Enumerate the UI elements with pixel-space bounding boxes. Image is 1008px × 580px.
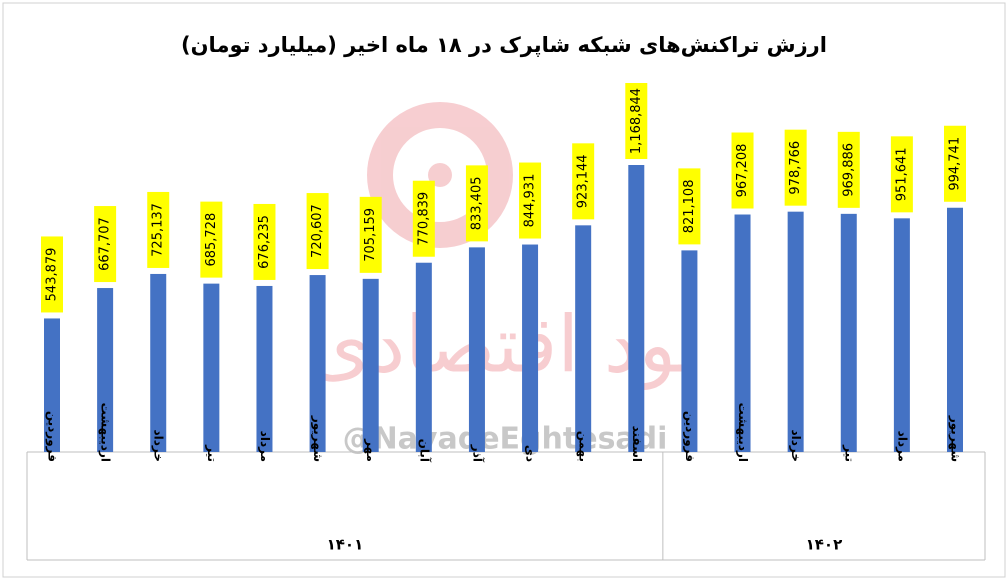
bar [150, 273, 167, 452]
bar [362, 278, 379, 452]
bar [97, 288, 114, 452]
value-label: 667,707 [98, 217, 113, 271]
value-label-bg [41, 236, 63, 313]
x-tick-label: اسفند [630, 426, 644, 462]
value-label: 951,641 [894, 147, 909, 201]
value-label-bg [890, 136, 913, 213]
value-label-bg [837, 131, 860, 208]
x-tick-label: فروردین [45, 411, 60, 462]
value-label: 967,208 [735, 144, 750, 198]
chart-title: ارزش تراکنش‌های شبکه شاپرک در ۱۸ ماه اخی… [181, 33, 827, 57]
value-label: 821,108 [682, 180, 697, 234]
bar [947, 207, 963, 452]
x-tick-label: اردیبهشت [99, 403, 113, 462]
bar [468, 247, 485, 452]
x-tick-label: خرداد [789, 429, 803, 462]
value-label: 978,766 [788, 141, 803, 195]
bar [840, 213, 857, 452]
value-label-bg [412, 180, 435, 257]
group-label: ۱۴۰۲ [806, 536, 843, 554]
group-label: ۱۴۰۱ [327, 536, 364, 554]
value-label: 844,931 [523, 174, 538, 228]
value-label-bg [784, 129, 807, 206]
x-tick-label: مرداد [258, 431, 272, 462]
value-label: 923,144 [576, 154, 591, 208]
value-label-bg [147, 191, 170, 268]
value-label-bg [465, 165, 488, 242]
value-label-bg [572, 143, 595, 220]
bar [415, 262, 432, 452]
value-label-bg [200, 201, 223, 278]
value-label: 725,137 [151, 203, 166, 257]
value-label-bg [253, 203, 276, 280]
x-tick-label: آبان [417, 439, 432, 463]
value-label-bg [359, 196, 382, 273]
bar [787, 211, 804, 452]
value-label: 770,839 [416, 192, 431, 246]
watermark-logo [367, 102, 513, 248]
bar [203, 283, 220, 452]
value-label: 833,405 [469, 176, 484, 230]
x-tick-label: خرداد [152, 429, 166, 462]
value-label-bg [678, 168, 701, 245]
bar [893, 218, 910, 452]
plot: ۱۴۰۱ ۱۴۰۲ 543,879 فروردین 667,707 اردیبهشت 725… [26, 83, 986, 561]
x-tick-label: دی [524, 445, 538, 462]
bar [575, 225, 592, 452]
bar [734, 214, 751, 452]
bar [681, 250, 698, 452]
x-tick-label: تیر [205, 444, 219, 462]
x-tick-label: اردیبهشت [736, 403, 750, 462]
value-label: 720,607 [310, 204, 325, 258]
value-label-bg [944, 125, 966, 202]
value-label-bg [625, 83, 648, 159]
x-tick-label: شهریور [310, 415, 325, 462]
x-tick-label: فروردین [682, 411, 697, 462]
value-label: 994,741 [948, 137, 963, 191]
x-tick-label: شهریور [948, 415, 963, 462]
x-tick-label: آذر [470, 444, 485, 463]
value-label-bg [306, 193, 329, 270]
value-label: 969,886 [841, 143, 856, 197]
value-label-bg [731, 132, 754, 209]
value-label: 685,728 [204, 213, 219, 267]
bar [309, 275, 326, 452]
value-label: 1,168,844 [629, 88, 644, 154]
x-tick-label: تیر [842, 444, 856, 462]
x-tick-label: مهر [364, 438, 378, 462]
value-label-bg [94, 206, 117, 283]
watermark-handle: @NavadeEghtesadi [343, 422, 668, 457]
bar [44, 318, 60, 452]
bar [522, 244, 539, 452]
value-label: 676,235 [257, 215, 272, 269]
value-label: 543,879 [45, 248, 60, 302]
value-label: 705,159 [363, 208, 378, 262]
bar [256, 285, 273, 452]
value-label-bg [519, 162, 542, 239]
bar [628, 165, 645, 452]
x-tick-label: مرداد [895, 431, 909, 462]
x-tick-label: بهمن [577, 431, 591, 462]
